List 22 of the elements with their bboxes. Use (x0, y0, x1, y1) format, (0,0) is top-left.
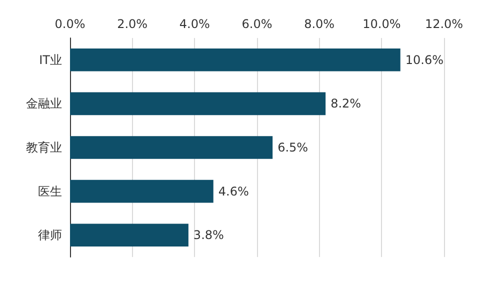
x-tick-label: 2.0% (117, 17, 148, 31)
data-label: 6.5% (278, 140, 308, 154)
bar (70, 224, 188, 246)
x-tick-label: 12.0% (424, 17, 464, 31)
x-tick-label: 4.0% (179, 17, 210, 31)
x-tick-label: 0.0% (54, 17, 86, 31)
bar (70, 92, 326, 116)
data-label: 3.8% (193, 228, 224, 242)
bar (70, 136, 273, 159)
x-tick-label: 10.0% (362, 17, 401, 31)
x-tick-label: 6.0% (242, 17, 272, 31)
y-tick-label: 教育业 (26, 140, 62, 154)
y-tick-label: 金融业 (26, 96, 62, 111)
bar (70, 48, 400, 72)
bar (70, 180, 214, 203)
data-label: 10.6% (405, 52, 444, 67)
y-tick-label: 医生 (38, 184, 62, 198)
data-label: 8.2% (330, 96, 362, 111)
data-label: 4.6% (218, 184, 249, 198)
y-tick-label: 律师 (38, 228, 62, 242)
x-tick-label: 8.0% (304, 17, 335, 31)
y-tick-label: IT业 (39, 52, 62, 67)
